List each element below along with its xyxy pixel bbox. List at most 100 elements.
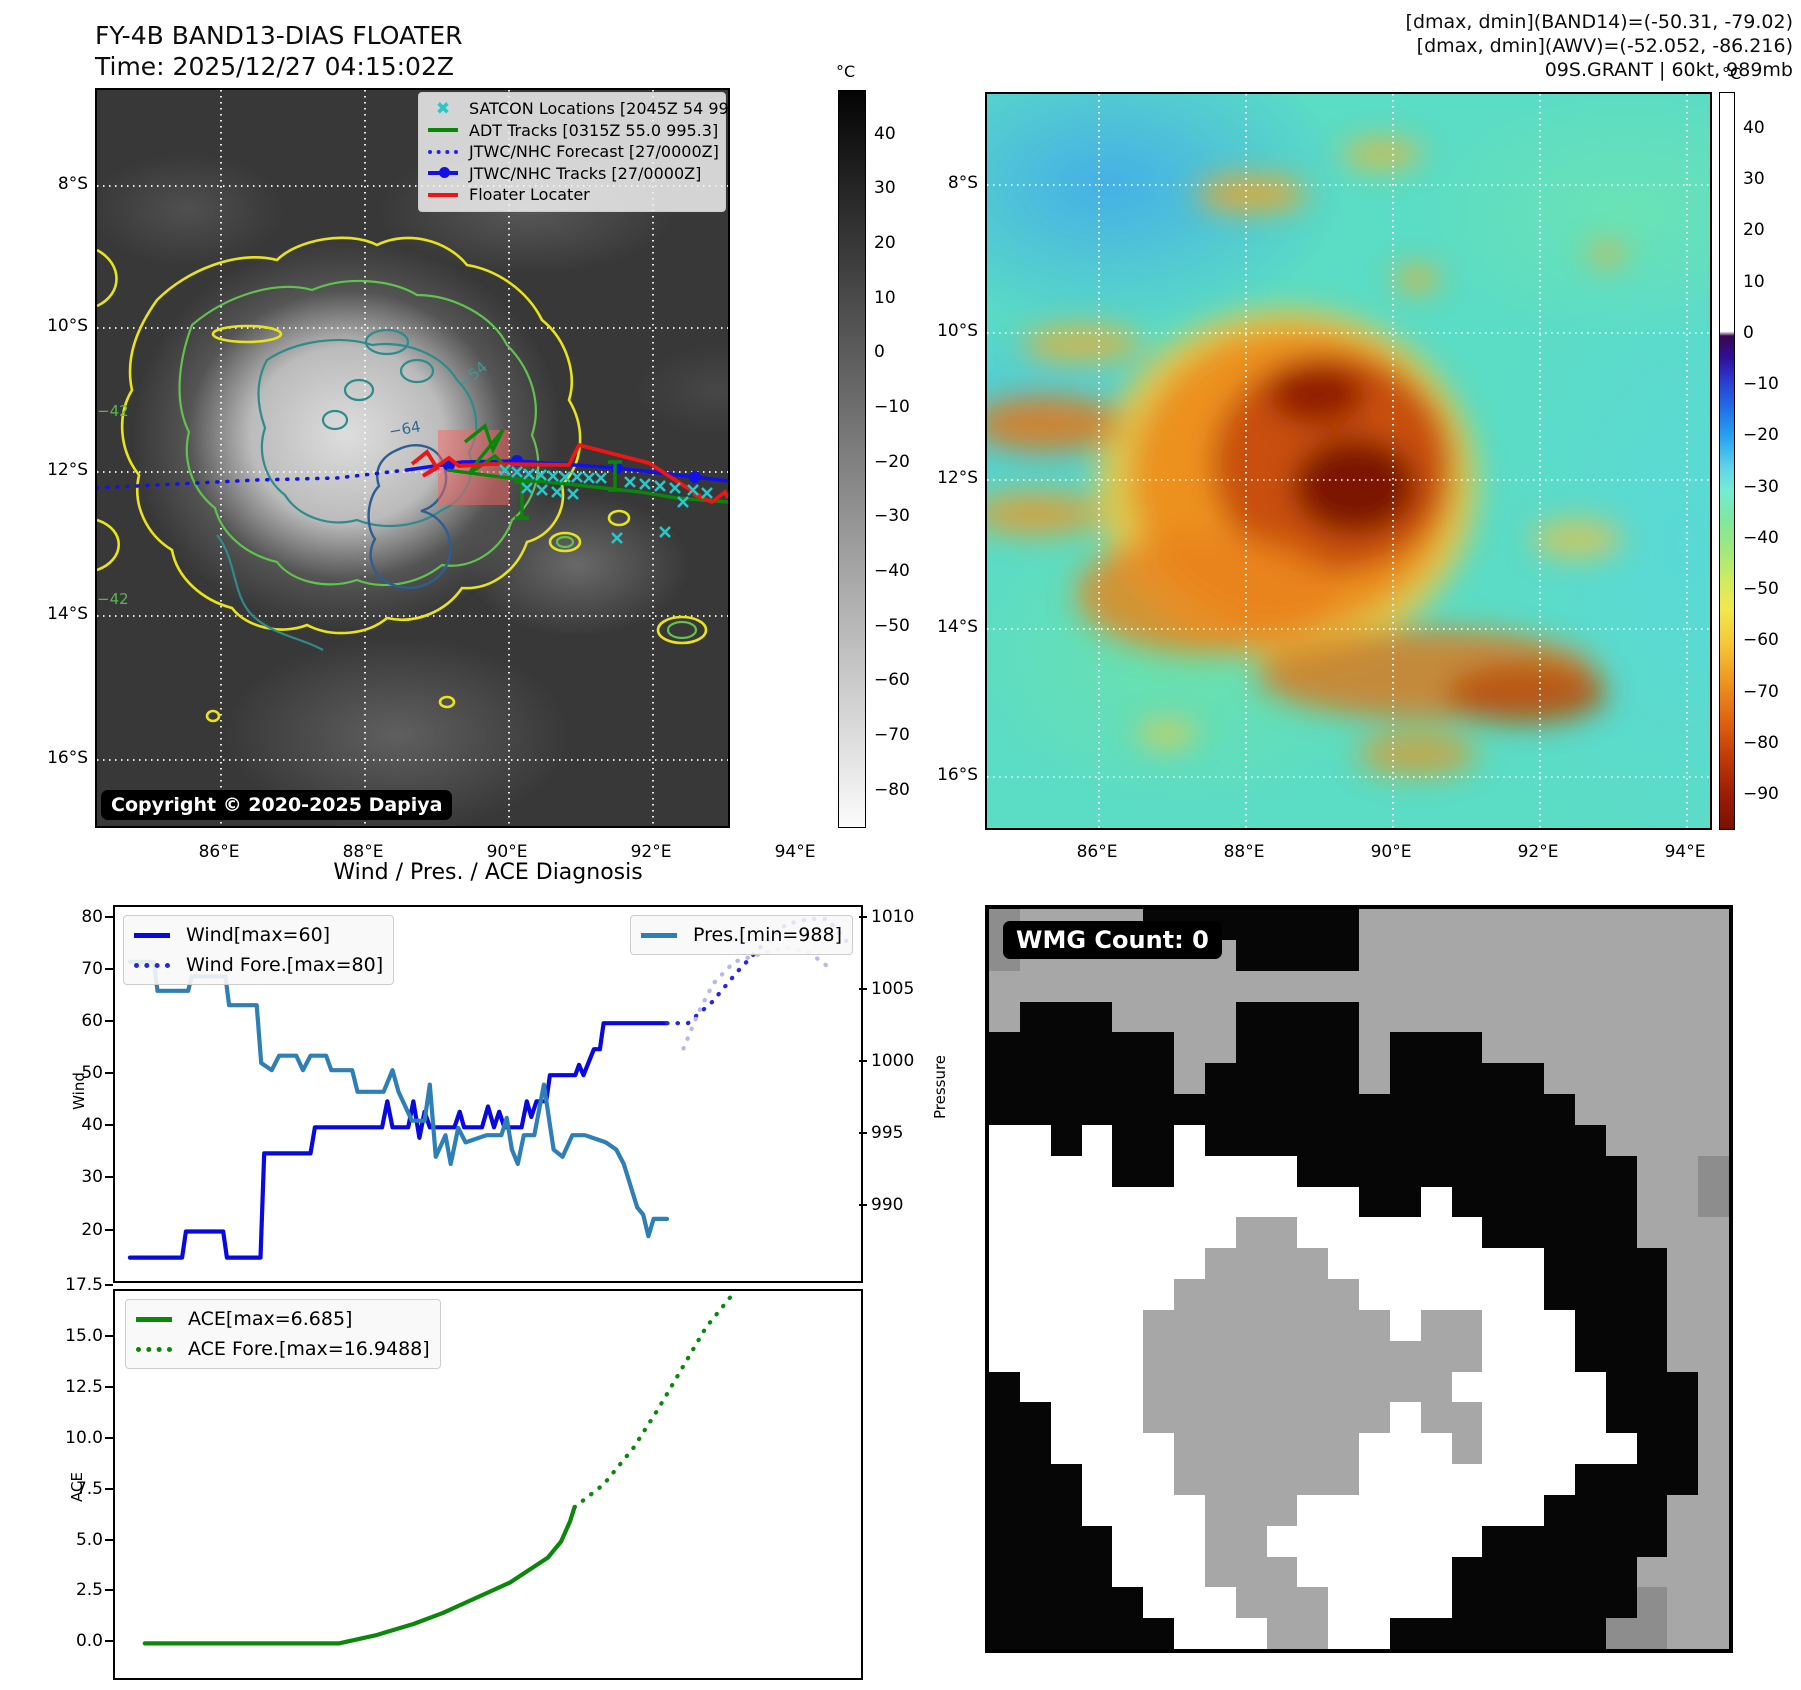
wmg-cell: [1235, 1155, 1267, 1187]
contour-green: [178, 279, 698, 640]
wmg-cell: [1574, 1186, 1606, 1218]
wmg-cell: [989, 1494, 1020, 1526]
wmg-cell: [1174, 1032, 1205, 1064]
wmg-cell: [1143, 1217, 1174, 1249]
wmg-cell: [1698, 1587, 1729, 1619]
wmg-cell: [1667, 1433, 1699, 1464]
wmg-cell: [1297, 1001, 1329, 1033]
wmg-cell: [989, 970, 1020, 1002]
chart-ytick: 70: [81, 959, 103, 980]
wmg-cell: [1544, 1217, 1575, 1249]
wmg-cell: [1698, 1464, 1729, 1495]
wmg-cell: [1389, 1371, 1421, 1403]
wmg-cell: [989, 1279, 1020, 1310]
wmg-cell: [1667, 1464, 1699, 1495]
wmg-cell: [1667, 1494, 1699, 1526]
wmg-cell: [1667, 1371, 1699, 1403]
wmg-cell: [1574, 1094, 1606, 1125]
colorbar-tick: 0: [874, 342, 885, 363]
wmg-cell: [1235, 1494, 1267, 1526]
wmg-cell: [1266, 1001, 1298, 1033]
wmg-cell: [1389, 1494, 1421, 1526]
wmg-cell: [1174, 1063, 1205, 1094]
chart-ytick: 7.5: [75, 1478, 103, 1499]
wmg-cell: [1420, 1433, 1452, 1464]
wmg-cell: [1451, 1433, 1483, 1464]
map-ytick: 12°S: [937, 468, 978, 488]
wmg-cell: [1235, 1032, 1267, 1064]
map-ytick: 14°S: [937, 617, 978, 637]
wmg-cell: [1204, 1279, 1236, 1310]
tick-mark: [105, 1487, 113, 1490]
wmg-cell: [1513, 1155, 1544, 1187]
wmg-cell: [1019, 1525, 1051, 1557]
wmg-cell: [989, 1155, 1020, 1187]
map-xtick: 88°E: [342, 842, 384, 862]
wmg-cell: [1451, 1032, 1483, 1064]
wmg-cell: [1143, 1433, 1174, 1464]
wmg-cell: [1235, 1309, 1267, 1341]
wmg-cell: [1328, 1618, 1359, 1649]
wmg-cell: [1081, 1433, 1113, 1464]
pressure-legend: Pres.[min=988]: [630, 915, 853, 955]
wmg-cell: [1482, 1217, 1514, 1249]
chart-ytick: 30: [81, 1167, 103, 1188]
wmg-cell: [1667, 1525, 1699, 1557]
map-legend-label: ADT Tracks [0315Z 55.0 995.3]: [469, 120, 719, 140]
wmg-cell: [1081, 1124, 1113, 1156]
wmg-cell: [1328, 1094, 1359, 1125]
wmg-cell: [1667, 909, 1699, 940]
wmg-cell: [1297, 1556, 1329, 1588]
wmg-cell: [1204, 1464, 1236, 1495]
tick-mark: [859, 1204, 867, 1207]
wmg-cell: [1143, 1371, 1174, 1403]
series-pres-fore-: [681, 945, 834, 1051]
wmg-cell: [1266, 1032, 1298, 1064]
wmg-cell: [1297, 1186, 1329, 1218]
colorbar-tick: −90: [1743, 784, 1779, 805]
wmg-cell: [1389, 939, 1421, 971]
wmg-cell: [1019, 1217, 1051, 1249]
wmg-cell: [1544, 1124, 1575, 1156]
wmg-cell: [1204, 1124, 1236, 1156]
wmg-cell: [1081, 970, 1113, 1002]
wmg-cell: [1451, 1217, 1483, 1249]
wmg-cell: [1389, 1063, 1421, 1094]
wmg-cell: [1019, 1001, 1051, 1033]
wmg-cell: [1204, 1309, 1236, 1341]
wmg-cell: [1235, 1340, 1267, 1372]
wmg-cell: [1544, 1094, 1575, 1125]
wmg-cell: [1328, 909, 1359, 940]
wmg-cell: [1482, 1248, 1514, 1279]
wmg-cell: [1019, 1556, 1051, 1588]
wmg-cell: [1112, 1433, 1144, 1464]
wmg-cell: [1174, 1402, 1205, 1434]
wmg-cell: [1050, 1587, 1082, 1619]
wmg-cell: [1266, 1063, 1298, 1094]
solid-line-icon: [134, 932, 176, 938]
colorbar-tick: −40: [874, 561, 910, 582]
wmg-cell: [1605, 1001, 1637, 1033]
wmg-cell: [1513, 909, 1544, 940]
wmg-cell: [1266, 1094, 1298, 1125]
wmg-cell: [1636, 1186, 1668, 1218]
colorbar-tick: −30: [874, 506, 910, 527]
wmg-cell: [1174, 1217, 1205, 1249]
wmg-cell: [1605, 1433, 1637, 1464]
tick-mark: [859, 1059, 867, 1062]
wmg-cell: [1420, 1371, 1452, 1403]
wmg-cell: [1081, 1402, 1113, 1434]
wmg-cell: [1482, 1001, 1514, 1033]
wmg-cell: [1636, 1032, 1668, 1064]
wmg-cell: [1359, 1587, 1390, 1619]
wmg-cell: [1605, 1494, 1637, 1526]
wmg-cell: [1420, 1155, 1452, 1187]
wmg-cell: [1050, 1340, 1082, 1372]
wmg-cell: [1574, 1340, 1606, 1372]
wmg-cell: [1698, 1155, 1729, 1187]
wmg-cell: [1081, 1217, 1113, 1249]
wmg-cell: [1667, 1001, 1699, 1033]
wmg-cell: [1574, 1494, 1606, 1526]
wmg-cell: [1328, 970, 1359, 1002]
dotted-line-icon: [136, 1346, 178, 1352]
